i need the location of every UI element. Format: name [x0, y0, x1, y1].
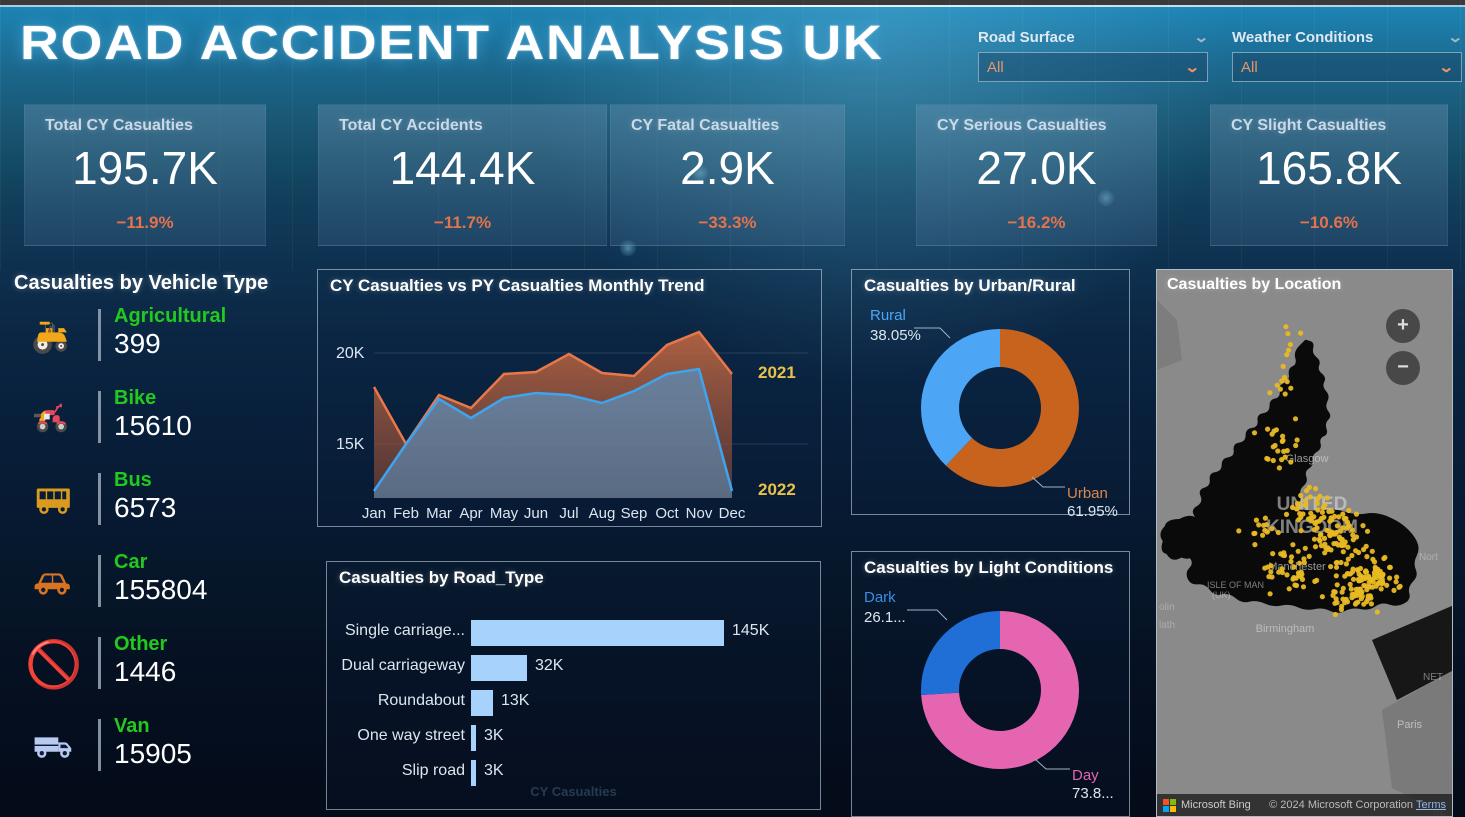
svg-text:Mar: Mar — [426, 505, 452, 522]
svg-text:NET: NET — [1423, 672, 1443, 683]
svg-text:Paris: Paris — [1397, 719, 1423, 731]
svg-text:73.8...: 73.8... — [1072, 785, 1114, 802]
svg-text:ISLE OF MAN: ISLE OF MAN — [1207, 580, 1264, 590]
svg-text:Dec: Dec — [719, 505, 746, 522]
svg-text:61.95%: 61.95% — [1067, 503, 1118, 516]
svg-text:Day: Day — [1072, 767, 1099, 784]
svg-text:Nov: Nov — [686, 505, 713, 522]
svg-text:2021: 2021 — [758, 363, 796, 382]
svg-text:38.05%: 38.05% — [870, 327, 921, 344]
svg-text:Manchester: Manchester — [1268, 561, 1326, 573]
svg-text:(UK): (UK) — [1212, 590, 1231, 600]
svg-text:lath: lath — [1159, 620, 1175, 631]
svg-text:Dark: Dark — [864, 589, 896, 606]
svg-text:May: May — [490, 505, 519, 522]
svg-text:2022: 2022 — [758, 480, 796, 499]
svg-text:Birmingham: Birmingham — [1256, 623, 1315, 635]
svg-text:Aug: Aug — [589, 505, 616, 522]
svg-text:20K: 20K — [336, 345, 365, 362]
svg-text:UNITED: UNITED — [1277, 494, 1348, 515]
svg-text:Nort: Nort — [1419, 552, 1438, 563]
svg-text:Sep: Sep — [621, 505, 648, 522]
svg-text:Glasgow: Glasgow — [1286, 453, 1329, 465]
svg-text:Jan: Jan — [362, 505, 386, 522]
svg-text:Rural: Rural — [870, 307, 906, 324]
svg-text:Feb: Feb — [393, 505, 419, 522]
svg-text:Oct: Oct — [655, 505, 679, 522]
svg-text:olin: olin — [1159, 602, 1175, 613]
svg-text:KINGDOM: KINGDOM — [1266, 517, 1358, 538]
svg-text:Urban: Urban — [1067, 485, 1108, 502]
svg-text:Jul: Jul — [559, 505, 578, 522]
svg-text:15K: 15K — [336, 436, 365, 453]
svg-text:Jun: Jun — [524, 505, 548, 522]
svg-text:26.1...: 26.1... — [864, 609, 906, 626]
svg-text:Apr: Apr — [459, 505, 482, 522]
